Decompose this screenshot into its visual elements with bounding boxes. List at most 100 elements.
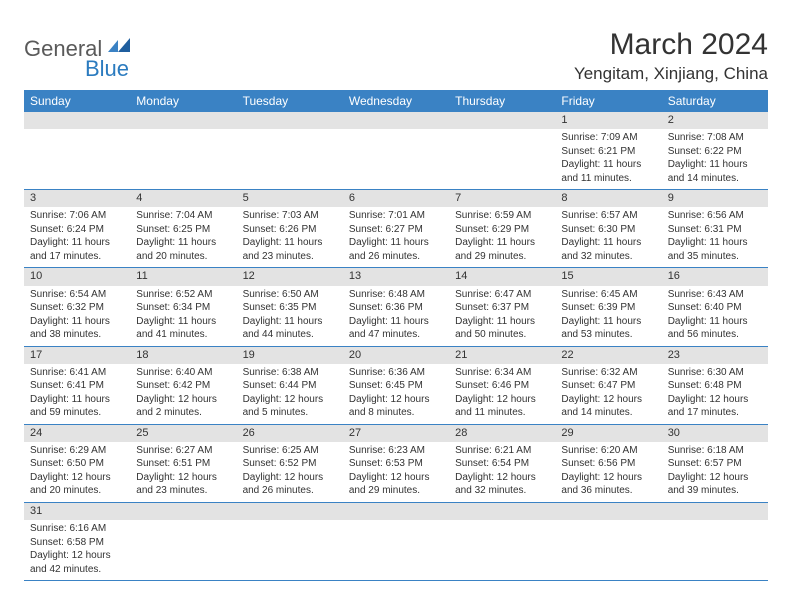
- week-row: 3Sunrise: 7:06 AMSunset: 6:24 PMDaylight…: [24, 190, 768, 268]
- day-cell: [130, 502, 236, 580]
- day-cell: 7Sunrise: 6:59 AMSunset: 6:29 PMDaylight…: [449, 190, 555, 268]
- day-number: 8: [555, 190, 661, 207]
- day-number: 3: [24, 190, 130, 207]
- day-cell: 8Sunrise: 6:57 AMSunset: 6:30 PMDaylight…: [555, 190, 661, 268]
- day-cell: 17Sunrise: 6:41 AMSunset: 6:41 PMDayligh…: [24, 346, 130, 424]
- day-number: 4: [130, 190, 236, 207]
- calendar-table: Sunday Monday Tuesday Wednesday Thursday…: [24, 90, 768, 581]
- day-details: Sunrise: 6:25 AMSunset: 6:52 PMDaylight:…: [237, 442, 343, 502]
- day-details: Sunrise: 7:03 AMSunset: 6:26 PMDaylight:…: [237, 207, 343, 267]
- day-number: 7: [449, 190, 555, 207]
- day-number: 14: [449, 268, 555, 285]
- day-details: Sunrise: 6:29 AMSunset: 6:50 PMDaylight:…: [24, 442, 130, 502]
- day-number: 19: [237, 347, 343, 364]
- day-number: 11: [130, 268, 236, 285]
- day-cell: 19Sunrise: 6:38 AMSunset: 6:44 PMDayligh…: [237, 346, 343, 424]
- day-cell: 11Sunrise: 6:52 AMSunset: 6:34 PMDayligh…: [130, 268, 236, 346]
- day-cell: [343, 502, 449, 580]
- day-cell: 27Sunrise: 6:23 AMSunset: 6:53 PMDayligh…: [343, 424, 449, 502]
- day-details: Sunrise: 6:54 AMSunset: 6:32 PMDaylight:…: [24, 286, 130, 346]
- day-number: 24: [24, 425, 130, 442]
- day-cell: [130, 112, 236, 190]
- day-cell: 16Sunrise: 6:43 AMSunset: 6:40 PMDayligh…: [662, 268, 768, 346]
- day-number: 1: [555, 112, 661, 129]
- day-cell: 24Sunrise: 6:29 AMSunset: 6:50 PMDayligh…: [24, 424, 130, 502]
- day-number: 6: [343, 190, 449, 207]
- day-number: 12: [237, 268, 343, 285]
- day-cell: 1Sunrise: 7:09 AMSunset: 6:21 PMDaylight…: [555, 112, 661, 190]
- day-number: 16: [662, 268, 768, 285]
- day-number: 17: [24, 347, 130, 364]
- day-cell: [449, 502, 555, 580]
- day-number: 5: [237, 190, 343, 207]
- day-number: 30: [662, 425, 768, 442]
- day-details: Sunrise: 6:34 AMSunset: 6:46 PMDaylight:…: [449, 364, 555, 424]
- day-cell: 5Sunrise: 7:03 AMSunset: 6:26 PMDaylight…: [237, 190, 343, 268]
- day-cell: 29Sunrise: 6:20 AMSunset: 6:56 PMDayligh…: [555, 424, 661, 502]
- day-cell: 23Sunrise: 6:30 AMSunset: 6:48 PMDayligh…: [662, 346, 768, 424]
- day-cell: 10Sunrise: 6:54 AMSunset: 6:32 PMDayligh…: [24, 268, 130, 346]
- day-details: Sunrise: 6:32 AMSunset: 6:47 PMDaylight:…: [555, 364, 661, 424]
- day-number: 23: [662, 347, 768, 364]
- day-number: 28: [449, 425, 555, 442]
- weekday-header: Monday: [130, 90, 236, 112]
- day-number: 2: [662, 112, 768, 129]
- day-details: Sunrise: 6:20 AMSunset: 6:56 PMDaylight:…: [555, 442, 661, 502]
- weekday-header: Saturday: [662, 90, 768, 112]
- day-cell: [343, 112, 449, 190]
- day-cell: 15Sunrise: 6:45 AMSunset: 6:39 PMDayligh…: [555, 268, 661, 346]
- day-number: 22: [555, 347, 661, 364]
- weekday-header-row: Sunday Monday Tuesday Wednesday Thursday…: [24, 90, 768, 112]
- week-row: 1Sunrise: 7:09 AMSunset: 6:21 PMDaylight…: [24, 112, 768, 190]
- day-details: Sunrise: 7:09 AMSunset: 6:21 PMDaylight:…: [555, 129, 661, 189]
- day-cell: 13Sunrise: 6:48 AMSunset: 6:36 PMDayligh…: [343, 268, 449, 346]
- day-cell: 6Sunrise: 7:01 AMSunset: 6:27 PMDaylight…: [343, 190, 449, 268]
- day-cell: [662, 502, 768, 580]
- day-details: Sunrise: 6:48 AMSunset: 6:36 PMDaylight:…: [343, 286, 449, 346]
- weekday-header: Sunday: [24, 90, 130, 112]
- location: Yengitam, Xinjiang, China: [574, 64, 768, 84]
- day-number: 10: [24, 268, 130, 285]
- day-details: Sunrise: 6:41 AMSunset: 6:41 PMDaylight:…: [24, 364, 130, 424]
- day-cell: 28Sunrise: 6:21 AMSunset: 6:54 PMDayligh…: [449, 424, 555, 502]
- day-details: Sunrise: 6:45 AMSunset: 6:39 PMDaylight:…: [555, 286, 661, 346]
- day-details: Sunrise: 6:52 AMSunset: 6:34 PMDaylight:…: [130, 286, 236, 346]
- day-details: Sunrise: 6:27 AMSunset: 6:51 PMDaylight:…: [130, 442, 236, 502]
- day-cell: 18Sunrise: 6:40 AMSunset: 6:42 PMDayligh…: [130, 346, 236, 424]
- day-details: Sunrise: 6:18 AMSunset: 6:57 PMDaylight:…: [662, 442, 768, 502]
- day-number: 20: [343, 347, 449, 364]
- day-number: 26: [237, 425, 343, 442]
- day-details: Sunrise: 6:38 AMSunset: 6:44 PMDaylight:…: [237, 364, 343, 424]
- day-cell: [555, 502, 661, 580]
- day-number: 29: [555, 425, 661, 442]
- week-row: 10Sunrise: 6:54 AMSunset: 6:32 PMDayligh…: [24, 268, 768, 346]
- day-cell: 26Sunrise: 6:25 AMSunset: 6:52 PMDayligh…: [237, 424, 343, 502]
- weekday-header: Wednesday: [343, 90, 449, 112]
- day-details: Sunrise: 6:56 AMSunset: 6:31 PMDaylight:…: [662, 207, 768, 267]
- week-row: 31Sunrise: 6:16 AMSunset: 6:58 PMDayligh…: [24, 502, 768, 580]
- day-cell: 12Sunrise: 6:50 AMSunset: 6:35 PMDayligh…: [237, 268, 343, 346]
- day-details: Sunrise: 6:40 AMSunset: 6:42 PMDaylight:…: [130, 364, 236, 424]
- logo: General Blue: [24, 28, 138, 62]
- day-details: Sunrise: 7:01 AMSunset: 6:27 PMDaylight:…: [343, 207, 449, 267]
- day-details: Sunrise: 6:50 AMSunset: 6:35 PMDaylight:…: [237, 286, 343, 346]
- day-number: 9: [662, 190, 768, 207]
- weekday-header: Thursday: [449, 90, 555, 112]
- day-number: 25: [130, 425, 236, 442]
- day-number: 13: [343, 268, 449, 285]
- day-cell: 9Sunrise: 6:56 AMSunset: 6:31 PMDaylight…: [662, 190, 768, 268]
- week-row: 24Sunrise: 6:29 AMSunset: 6:50 PMDayligh…: [24, 424, 768, 502]
- day-number: 31: [24, 503, 130, 520]
- day-cell: 30Sunrise: 6:18 AMSunset: 6:57 PMDayligh…: [662, 424, 768, 502]
- day-details: Sunrise: 6:16 AMSunset: 6:58 PMDaylight:…: [24, 520, 130, 580]
- day-details: Sunrise: 6:30 AMSunset: 6:48 PMDaylight:…: [662, 364, 768, 424]
- day-cell: [449, 112, 555, 190]
- day-details: Sunrise: 6:59 AMSunset: 6:29 PMDaylight:…: [449, 207, 555, 267]
- day-cell: 22Sunrise: 6:32 AMSunset: 6:47 PMDayligh…: [555, 346, 661, 424]
- week-row: 17Sunrise: 6:41 AMSunset: 6:41 PMDayligh…: [24, 346, 768, 424]
- day-number: 15: [555, 268, 661, 285]
- day-details: Sunrise: 6:43 AMSunset: 6:40 PMDaylight:…: [662, 286, 768, 346]
- weekday-header: Tuesday: [237, 90, 343, 112]
- weekday-header: Friday: [555, 90, 661, 112]
- day-details: Sunrise: 7:06 AMSunset: 6:24 PMDaylight:…: [24, 207, 130, 267]
